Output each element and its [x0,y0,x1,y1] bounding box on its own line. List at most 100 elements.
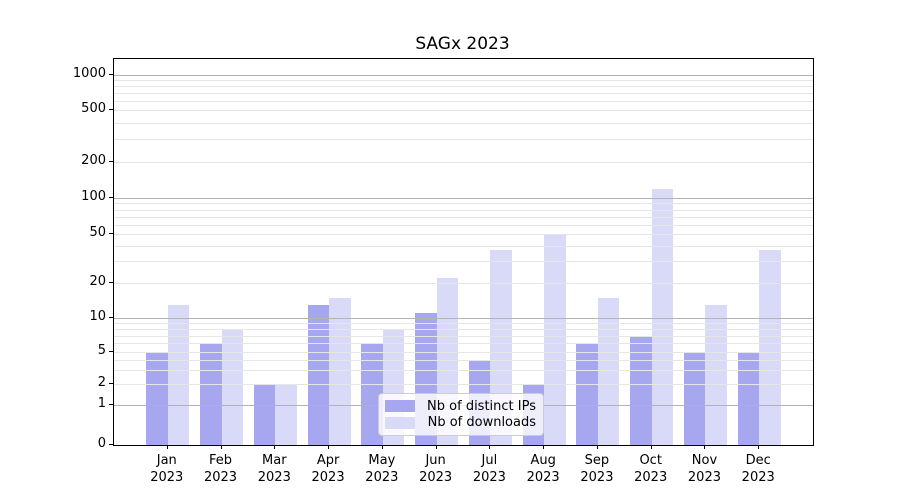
x-tick-mark [328,445,330,449]
gridline-major [114,197,813,199]
gridline-minor [114,216,813,218]
x-tick-label: Jun 2023 [419,453,453,485]
bar-distinct-ips [200,343,222,445]
bar-distinct-ips [737,352,760,445]
y-tick-mark [109,160,113,162]
bar-downloads [329,297,351,445]
x-tick-mark [274,445,276,449]
bar-distinct-ips [146,352,168,445]
bar-downloads [597,297,620,445]
gridline-minor [114,245,813,247]
gridline-minor [114,384,813,385]
y-tick-label: 1 [97,396,106,411]
y-tick-mark [109,404,113,405]
y-tick-mark [109,196,113,198]
y-tick-mark [109,317,113,318]
y-tick-label: 20 [89,273,106,289]
y-tick-label: 500 [81,100,106,116]
y-tick-mark [109,108,113,110]
gridline-minor [114,261,813,263]
gridline-minor [114,109,813,111]
bar-downloads [759,250,781,445]
bar-distinct-ips [630,335,652,445]
bar-downloads [167,304,190,445]
gridline-minor [114,100,813,102]
bar-distinct-ips [307,304,330,445]
x-tick-mark [758,445,760,449]
gridline-minor [114,343,813,345]
x-tick-label: Jul 2023 [472,453,506,485]
bar-distinct-ips [683,352,706,445]
y-tick-label: 10 [89,309,106,324]
legend-entry-distinct-ips: Nb of distinct IPs [385,398,536,414]
y-tick-label: 2 [97,375,106,390]
x-tick-label: Feb 2023 [203,453,238,485]
x-tick-mark [166,445,168,449]
gridline-minor [114,335,813,337]
x-tick-label: Nov 2023 [687,453,721,485]
y-tick-label: 200 [81,152,106,168]
gridline-minor [114,282,813,284]
x-tick-mark [381,445,383,449]
y-tick-mark [109,351,113,352]
bar-downloads [705,304,727,445]
y-tick-mark [109,281,113,283]
plot-area [113,58,814,446]
bar-distinct-ips [361,343,383,445]
x-tick-mark [543,445,545,449]
gridline-minor [114,323,813,325]
bar-downloads [275,384,297,445]
y-tick-label: 50 [89,225,106,240]
gridline-minor [114,80,813,82]
bar-downloads [651,188,674,445]
x-tick-label: May 2023 [365,453,399,485]
x-tick-mark [596,445,598,449]
gridline-major [114,75,813,77]
gridline-minor [114,209,813,211]
gridline-minor [114,234,813,235]
legend-entry-downloads: Nb of downloads [385,415,536,431]
y-tick-mark [109,74,113,76]
x-tick-label: Dec 2023 [741,453,775,485]
x-tick-mark [489,445,491,449]
gridline-minor [114,359,813,361]
gridline-minor [114,93,813,94]
y-tick-mark [109,233,113,234]
gridline-minor [114,122,813,124]
gridline-minor [114,86,813,88]
x-tick-mark [220,445,222,449]
bar-distinct-ips [576,343,598,445]
gridline-minor [114,328,813,330]
x-tick-mark [704,445,706,449]
y-tick-label: 100 [81,188,106,204]
x-tick-label: Mar 2023 [257,453,291,485]
gridline-minor [114,138,813,140]
y-tick-label: 5 [97,343,106,358]
y-tick-label: 0 [97,436,106,451]
legend: Nb of distinct IPs Nb of downloads [378,393,544,436]
gridline-minor [114,203,813,205]
x-tick-label: Aug 2023 [526,453,560,485]
gridline-minor [114,161,813,163]
gridline-minor [114,224,813,226]
x-tick-label: Sep 2023 [580,453,614,485]
legend-swatch-distinct-ips [385,400,415,413]
x-tick-mark [435,445,437,449]
bar-distinct-ips [253,384,276,445]
y-tick-mark [109,444,113,445]
x-tick-label: Jan 2023 [150,453,184,485]
legend-label-distinct-ips: Nb of distinct IPs [427,398,536,414]
bar-downloads [544,234,566,445]
x-tick-label: Oct 2023 [634,453,668,485]
gridline-major [114,318,813,319]
chart-title: SAGx 2023 [415,34,510,54]
y-tick-label: 1000 [72,66,106,82]
y-tick-mark [109,383,113,384]
gridline-minor [114,369,813,371]
bar-downloads [221,328,244,445]
gridline-minor [114,352,813,353]
x-tick-label: Apr 2023 [311,453,345,485]
legend-swatch-downloads [385,416,415,429]
legend-label-downloads: Nb of downloads [427,415,536,431]
